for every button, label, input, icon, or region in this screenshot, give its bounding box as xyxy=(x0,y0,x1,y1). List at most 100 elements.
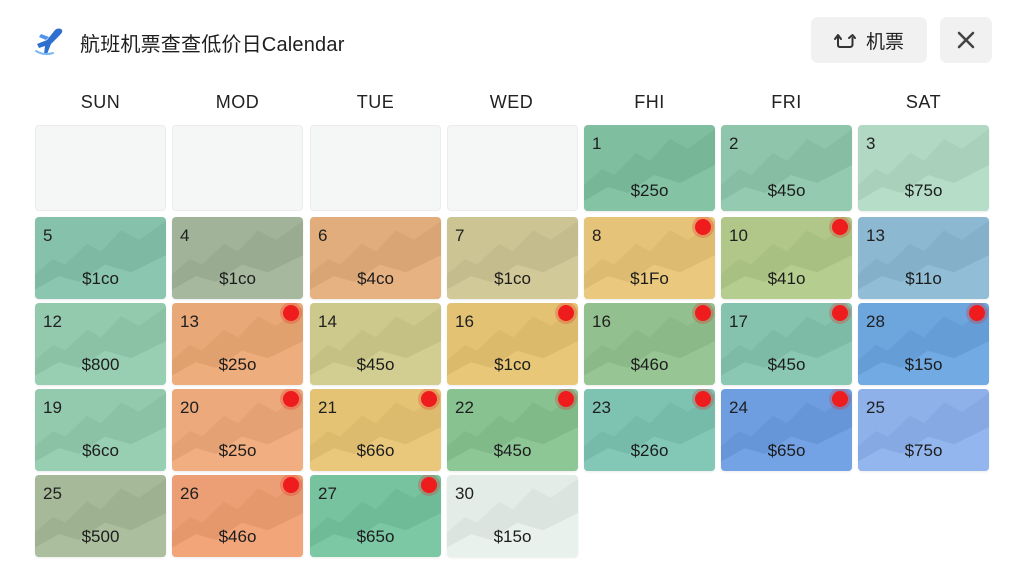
calendar-day-cell[interactable]: 24 $65o xyxy=(721,389,852,471)
calendar-day-price: $41o xyxy=(767,269,806,288)
weekday-header-row: SUN MOD TUE WED FHI FRI SAT xyxy=(35,92,991,116)
calendar-day-cell[interactable]: 12 $800 xyxy=(35,303,166,385)
calendar-day-number: 8 xyxy=(592,226,602,245)
calendar-day-price: $46o xyxy=(630,355,669,374)
price-alert-dot-icon xyxy=(283,305,299,321)
price-alert-dot-icon xyxy=(832,391,848,407)
calendar-day-number: 25 xyxy=(866,398,885,417)
calendar-day-number: 16 xyxy=(592,312,611,331)
price-alert-dot-icon xyxy=(969,305,985,321)
weekday-tue: TUE xyxy=(356,92,395,112)
calendar-day-price: $15o xyxy=(493,527,532,546)
price-alert-dot-icon xyxy=(283,391,299,407)
calendar-empty-cell xyxy=(721,475,852,557)
mountain-background-image xyxy=(447,220,578,299)
close-button[interactable] xyxy=(940,17,992,63)
refresh-icon xyxy=(833,34,856,48)
calendar-day-cell[interactable]: 5 $1co xyxy=(35,217,166,299)
mountain-background-image xyxy=(172,306,303,385)
weekday-thu: FHI xyxy=(634,92,665,112)
calendar-day-cell[interactable]: 3 $75o xyxy=(858,125,989,211)
mountain-background-image xyxy=(172,392,303,471)
calendar-day-number: 4 xyxy=(180,226,190,245)
mountain-background-image xyxy=(35,478,166,557)
calendar-day-price: $15o xyxy=(904,355,943,374)
flights-button[interactable]: 机票 xyxy=(811,17,927,63)
mountain-background-image xyxy=(858,306,989,385)
calendar-empty-cell xyxy=(447,125,578,211)
calendar-day-cell[interactable]: 2 $45o xyxy=(721,125,852,211)
calendar-day-price: $1co xyxy=(219,269,256,288)
calendar-day-number: 22 xyxy=(455,398,474,417)
calendar-day-price: $25o xyxy=(218,355,257,374)
mountain-background-image xyxy=(721,220,852,299)
mountain-background-image xyxy=(310,220,441,299)
mountain-background-image xyxy=(35,306,166,385)
mountain-background-image xyxy=(858,392,989,471)
calendar-day-number: 26 xyxy=(180,484,199,503)
calendar-empty-cell xyxy=(35,125,166,211)
calendar-day-cell[interactable]: 13 $25o xyxy=(172,303,303,385)
calendar-day-price: $45o xyxy=(356,355,395,374)
calendar-day-cell[interactable]: 21 $66o xyxy=(310,389,441,471)
calendar-day-price: $45o xyxy=(767,181,806,200)
calendar-day-price: $25o xyxy=(630,181,669,200)
calendar-day-cell[interactable]: 26 $46o xyxy=(172,475,303,557)
calendar-empty-cell xyxy=(858,475,989,557)
calendar-day-price: $1co xyxy=(494,269,531,288)
mountain-background-image xyxy=(172,478,303,557)
calendar-day-cell[interactable]: 16 $1co xyxy=(447,303,578,385)
calendar-day-cell[interactable]: 27 $65o xyxy=(310,475,441,557)
price-alert-dot-icon xyxy=(695,391,711,407)
calendar-day-cell[interactable]: 20 $25o xyxy=(172,389,303,471)
mountain-background-image xyxy=(172,220,303,299)
calendar-day-cell[interactable]: 7 $1co xyxy=(447,217,578,299)
calendar-day-cell[interactable]: 22 $45o xyxy=(447,389,578,471)
page-title: 航班机票查查低价日Calendar xyxy=(80,34,345,56)
mountain-background-image xyxy=(447,306,578,385)
price-alert-dot-icon xyxy=(421,477,437,493)
calendar-day-number: 19 xyxy=(43,398,62,417)
mountain-background-image xyxy=(584,220,715,299)
calendar-day-number: 14 xyxy=(318,312,337,331)
calendar-day-cell[interactable]: 17 $45o xyxy=(721,303,852,385)
calendar-day-price: $65o xyxy=(767,441,806,460)
mountain-background-image xyxy=(310,306,441,385)
calendar-day-cell[interactable]: 8 $1Fo xyxy=(584,217,715,299)
calendar-day-price: $45o xyxy=(493,441,532,460)
weekday-fri: FRI xyxy=(771,92,802,112)
mountain-background-image xyxy=(721,392,852,471)
calendar-day-price: $1Fo xyxy=(630,269,669,288)
calendar-day-number: 25 xyxy=(43,484,62,503)
calendar-day-cell[interactable]: 10 $41o xyxy=(721,217,852,299)
calendar-day-cell[interactable]: 13 $11o xyxy=(858,217,989,299)
calendar-day-cell[interactable]: 25 $500 xyxy=(35,475,166,557)
mountain-background-image xyxy=(858,220,989,299)
calendar-day-cell[interactable]: 6 $4co xyxy=(310,217,441,299)
calendar-day-cell[interactable]: 30 $15o xyxy=(447,475,578,557)
calendar-day-number: 12 xyxy=(43,312,62,331)
mountain-background-image xyxy=(584,306,715,385)
flights-button-label: 机票 xyxy=(865,31,904,53)
mountain-background-image xyxy=(447,392,578,471)
calendar-day-cell[interactable]: 16 $46o xyxy=(584,303,715,385)
calendar-day-cell[interactable]: 25 $75o xyxy=(858,389,989,471)
calendar-empty-cell xyxy=(584,475,715,557)
calendar-day-price: $800 xyxy=(81,355,120,374)
calendar-day-number: 17 xyxy=(729,312,748,331)
calendar-day-price: $25o xyxy=(218,441,257,460)
calendar-day-price: $1co xyxy=(82,269,119,288)
calendar-day-cell[interactable]: 28 $15o xyxy=(858,303,989,385)
calendar-day-number: 20 xyxy=(180,398,199,417)
calendar-day-cell[interactable]: 23 $26o xyxy=(584,389,715,471)
calendar-day-number: 24 xyxy=(729,398,748,417)
calendar-day-price: $26o xyxy=(630,441,669,460)
calendar-day-price: $6co xyxy=(82,441,119,460)
calendar-day-cell[interactable]: 19 $6co xyxy=(35,389,166,471)
calendar-day-cell[interactable]: 1 $25o xyxy=(584,125,715,211)
calendar-day-cell[interactable]: 14 $45o xyxy=(310,303,441,385)
price-alert-dot-icon xyxy=(421,391,437,407)
calendar-day-cell[interactable]: 4 $1co xyxy=(172,217,303,299)
calendar-day-number: 13 xyxy=(180,312,199,331)
calendar-day-price: $500 xyxy=(81,527,120,546)
